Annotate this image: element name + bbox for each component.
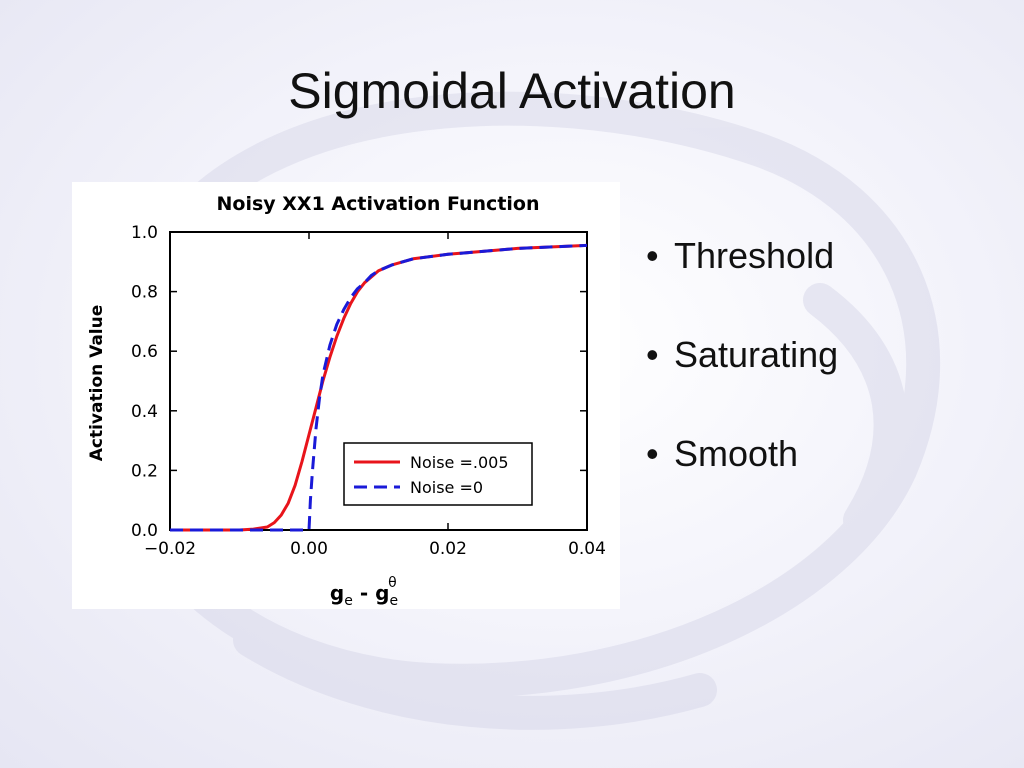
bullet-item: • Smooth [646, 433, 799, 474]
chart-panel: Noisy XX1 Activation Function Activation… [72, 182, 620, 609]
legend-label: Noise =0 [410, 478, 483, 497]
x-label-sup2: θ [388, 575, 397, 591]
bullet-text: Saturating [674, 334, 839, 375]
series-line-noise-005 [170, 243, 588, 532]
legend-label: Noise =.005 [410, 453, 509, 472]
x-label-sub2: e [389, 593, 398, 609]
bullet-list: • Threshold • Saturating • Smooth [646, 232, 838, 529]
y-tick-label: 0.4 [131, 402, 158, 422]
legend-box [343, 442, 533, 506]
x-tick-label: 0.00 [290, 539, 328, 559]
activation-chart: Noisy XX1 Activation Function Activation… [87, 193, 606, 609]
x-axis-label: ge - geθ [330, 575, 398, 609]
x-tick-label: 0.04 [568, 539, 606, 559]
bullet-item: • Saturating [646, 334, 839, 375]
y-axis-label: Activation Value [87, 305, 107, 462]
bullet-item: • Threshold [646, 235, 835, 276]
y-tick-label: 0.2 [131, 461, 158, 481]
x-label-base2: g [375, 581, 389, 605]
x-tick-label: 0.02 [429, 539, 467, 559]
x-label-mid: - [353, 581, 375, 605]
series-line-noise-0 [170, 243, 588, 532]
y-tick-label: 0.8 [131, 283, 158, 303]
chart-title: Noisy XX1 Activation Function [217, 193, 540, 215]
y-tick-label: 1.0 [131, 223, 158, 243]
bullet-text: Smooth [674, 433, 799, 474]
y-tick-label: 0.6 [131, 342, 158, 362]
x-label-base: g [330, 581, 344, 605]
slide-title: Sigmoidal Activation [288, 63, 736, 119]
x-tick-label: −0.02 [144, 539, 196, 559]
bullet-text: Threshold [674, 235, 835, 276]
y-tick-label: 0.0 [131, 521, 158, 541]
x-label-sub1: e [344, 593, 353, 609]
